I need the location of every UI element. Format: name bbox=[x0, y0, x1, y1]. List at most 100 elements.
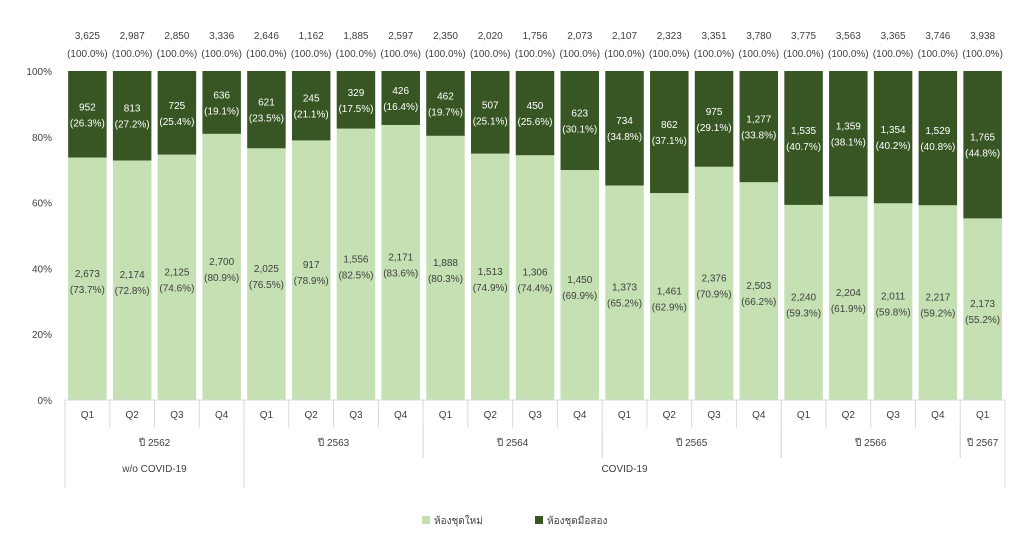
data-label-second-hand-value: 462 bbox=[437, 91, 454, 102]
bar-new-condo bbox=[515, 155, 555, 400]
total-value-label: 3,625 bbox=[75, 31, 100, 42]
data-label-new-pct: (70.9%) bbox=[697, 289, 732, 300]
data-label-new-pct: (69.9%) bbox=[562, 291, 597, 302]
data-label-new-value: 2,503 bbox=[746, 281, 771, 292]
y-tick-label: 20% bbox=[32, 330, 52, 341]
x-tick-label: Q3 bbox=[886, 410, 900, 421]
total-pct-label: (100.0%) bbox=[739, 49, 780, 60]
bar-new-condo bbox=[918, 205, 958, 400]
data-label-second-hand-value: 1,765 bbox=[970, 133, 995, 144]
data-label-second-hand-pct: (44.8%) bbox=[965, 149, 1000, 160]
total-pct-label: (100.0%) bbox=[918, 49, 959, 60]
data-label-new-value: 2,173 bbox=[970, 299, 995, 310]
bar-second-hand-condo bbox=[605, 71, 644, 186]
total-value-label: 1,162 bbox=[299, 31, 324, 42]
data-label-new-pct: (78.9%) bbox=[294, 276, 329, 287]
data-label-new-value: 2,204 bbox=[836, 288, 861, 299]
data-label-second-hand-value: 975 bbox=[706, 107, 723, 118]
total-value-label: 3,775 bbox=[791, 31, 816, 42]
data-label-second-hand-value: 1,529 bbox=[925, 126, 950, 137]
data-label-second-hand-value: 813 bbox=[124, 104, 141, 115]
data-label-second-hand-value: 621 bbox=[258, 98, 275, 109]
bar-new-condo bbox=[202, 133, 241, 401]
bar-new-condo bbox=[560, 170, 600, 400]
bar-new-condo bbox=[650, 193, 689, 400]
x-tick-label: Q1 bbox=[81, 410, 95, 421]
y-tick-label: 0% bbox=[38, 396, 53, 407]
data-label-second-hand-pct: (25.1%) bbox=[473, 116, 508, 127]
bar-new-condo bbox=[336, 128, 376, 400]
data-label-second-hand-value: 1,359 bbox=[836, 122, 861, 133]
x-tick-label: Q4 bbox=[752, 410, 766, 421]
data-label-new-pct: (59.3%) bbox=[786, 308, 821, 319]
data-label-new-value: 2,125 bbox=[164, 267, 189, 278]
data-label-new-pct: (82.5%) bbox=[338, 270, 373, 281]
data-label-new-value: 917 bbox=[303, 260, 320, 271]
total-pct-label: (100.0%) bbox=[515, 49, 556, 60]
x-tick-label: Q3 bbox=[349, 410, 363, 421]
x-tick-label: Q1 bbox=[439, 410, 453, 421]
data-label-new-value: 1,461 bbox=[657, 287, 682, 298]
data-label-new-value: 2,700 bbox=[209, 257, 234, 268]
total-pct-label: (100.0%) bbox=[559, 49, 600, 60]
data-label-new-value: 1,888 bbox=[433, 258, 458, 269]
total-pct-label: (100.0%) bbox=[649, 49, 690, 60]
data-label-new-value: 2,673 bbox=[75, 269, 100, 280]
data-label-second-hand-value: 952 bbox=[79, 102, 96, 113]
legend-swatch-new-condo bbox=[422, 516, 430, 524]
data-label-new-pct: (76.5%) bbox=[249, 280, 284, 291]
bar-new-condo bbox=[157, 154, 197, 400]
total-pct-label: (100.0%) bbox=[67, 49, 108, 60]
data-label-second-hand-pct: (19.1%) bbox=[204, 106, 239, 117]
data-label-second-hand-value: 1,535 bbox=[791, 126, 816, 137]
bar-new-condo bbox=[694, 166, 734, 400]
data-label-new-pct: (72.8%) bbox=[115, 286, 150, 297]
x-tick-label: Q2 bbox=[663, 410, 677, 421]
data-label-second-hand-value: 329 bbox=[348, 88, 365, 99]
data-label-second-hand-value: 426 bbox=[392, 86, 409, 97]
bar-new-condo bbox=[739, 182, 779, 400]
data-label-new-pct: (61.9%) bbox=[831, 304, 866, 315]
total-pct-label: (100.0%) bbox=[112, 49, 153, 60]
bar-new-condo bbox=[247, 148, 286, 400]
x-tick-label: Q2 bbox=[305, 410, 319, 421]
x-tick-label: Q2 bbox=[484, 410, 498, 421]
x-tick-label: Q3 bbox=[707, 410, 721, 421]
x-tick-label: Q2 bbox=[125, 410, 139, 421]
data-label-new-value: 1,513 bbox=[478, 267, 503, 278]
total-value-label: 3,746 bbox=[925, 31, 950, 42]
data-label-new-pct: (74.4%) bbox=[517, 284, 552, 295]
x-tick-label: Q4 bbox=[394, 410, 408, 421]
bar-second-hand-condo bbox=[202, 71, 241, 134]
data-label-second-hand-pct: (38.1%) bbox=[831, 138, 866, 149]
legend-swatch-second-hand-condo bbox=[535, 516, 543, 524]
bar-second-hand-condo bbox=[739, 71, 779, 183]
bar-new-condo bbox=[470, 153, 510, 400]
x-tick-label: Q3 bbox=[528, 410, 542, 421]
data-label-second-hand-pct: (29.1%) bbox=[697, 123, 732, 134]
data-label-new-pct: (74.6%) bbox=[159, 283, 194, 294]
total-value-label: 1,756 bbox=[522, 31, 547, 42]
data-label-second-hand-pct: (21.1%) bbox=[294, 110, 329, 121]
x-tick-label: Q3 bbox=[170, 410, 184, 421]
total-value-label: 1,885 bbox=[343, 31, 368, 42]
x-tick-label: Q4 bbox=[931, 410, 945, 421]
data-label-second-hand-pct: (40.2%) bbox=[876, 141, 911, 152]
data-label-new-value: 2,025 bbox=[254, 264, 279, 275]
data-label-second-hand-value: 1,354 bbox=[881, 125, 906, 136]
period-group-label: w/o COVID-19 bbox=[121, 464, 187, 475]
data-label-second-hand-pct: (30.1%) bbox=[562, 125, 597, 136]
total-value-label: 2,073 bbox=[567, 31, 592, 42]
bar-second-hand-condo bbox=[157, 71, 197, 155]
y-tick-label: 40% bbox=[32, 264, 52, 275]
total-pct-label: (100.0%) bbox=[201, 49, 242, 60]
bar-second-hand-condo bbox=[426, 71, 465, 136]
total-value-label: 3,336 bbox=[209, 31, 234, 42]
bar-second-hand-condo bbox=[650, 71, 689, 194]
total-pct-label: (100.0%) bbox=[246, 49, 287, 60]
data-label-new-pct: (55.2%) bbox=[965, 315, 1000, 326]
data-label-second-hand-value: 450 bbox=[527, 101, 544, 112]
total-value-label: 2,646 bbox=[254, 31, 279, 42]
period-group-label: COVID-19 bbox=[601, 464, 648, 475]
